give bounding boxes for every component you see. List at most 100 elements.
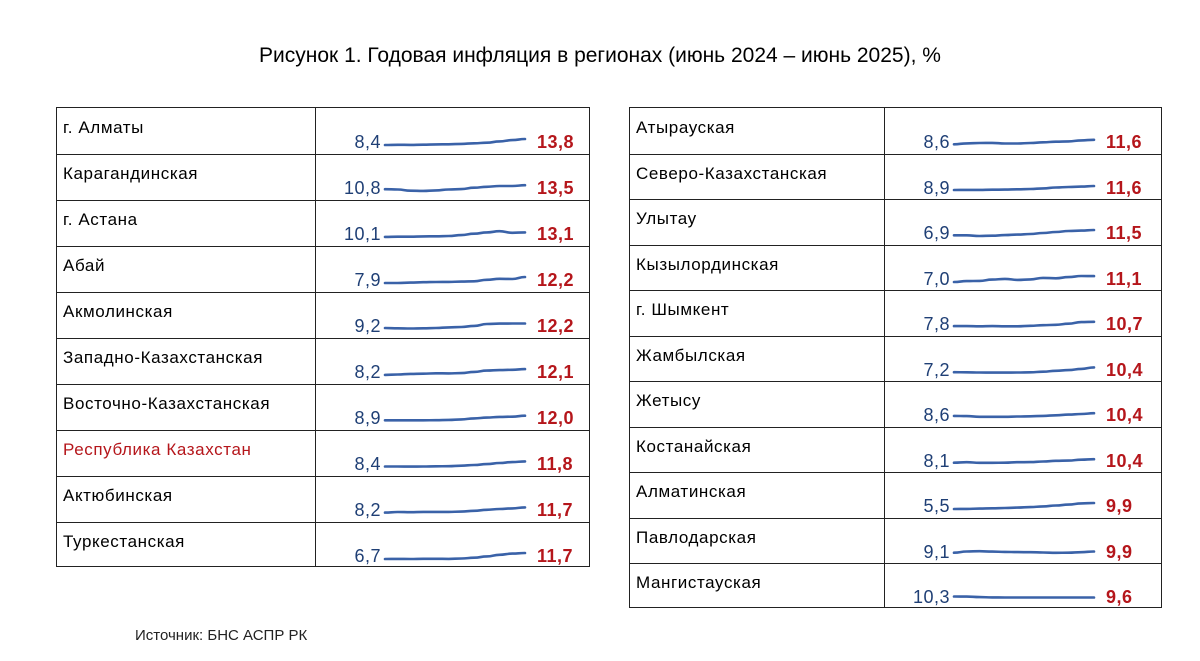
start-value: 9,1 (923, 541, 950, 562)
region-label: Павлодарская (636, 527, 757, 547)
start-value: 9,2 (354, 316, 381, 336)
source-note: Источник: БНС АСПР РК (135, 627, 308, 644)
region-label: г. Алматы (63, 118, 145, 137)
sparkline (383, 183, 527, 193)
chart-title: Рисунок 1. Годовая инфляция в регионах (… (259, 44, 941, 67)
sparkline-path (383, 506, 527, 514)
start-value: 6,7 (354, 546, 381, 566)
region-label: Кызылординская (636, 254, 779, 274)
region-label: Мангистауская (636, 573, 762, 592)
sparkline-path (952, 138, 1096, 146)
column-divider (884, 108, 885, 607)
start-value: 8,6 (923, 405, 950, 425)
sparkline-path (952, 411, 1096, 419)
column-divider (315, 108, 316, 566)
end-value: 11,7 (537, 500, 574, 520)
end-value: 11,7 (537, 546, 574, 566)
sparkline-path (383, 322, 527, 330)
sparkline (383, 275, 527, 285)
start-value: 7,2 (923, 359, 950, 380)
sparkline-path (383, 414, 527, 422)
start-value: 10,1 (343, 224, 381, 244)
sparkline-path (952, 457, 1096, 464)
row-separator (57, 430, 589, 431)
end-value: 9,9 (1106, 541, 1133, 562)
row-separator (630, 199, 1161, 200)
start-value: 8,9 (354, 408, 381, 428)
end-value: 12,2 (537, 270, 575, 290)
sparkline-path (383, 183, 527, 193)
region-label: г. Шымкент (636, 300, 730, 319)
sparkline (952, 501, 1096, 511)
end-value: 10,4 (1106, 405, 1144, 425)
sparkline-path (383, 275, 527, 285)
region-label: Актюбинская (63, 486, 173, 505)
region-label: Акмолинская (63, 302, 173, 321)
sparkline-path (952, 501, 1096, 511)
end-value: 10,4 (1106, 450, 1144, 471)
sparkline (952, 274, 1096, 283)
start-value: 8,2 (354, 500, 381, 520)
end-value: 11,6 (1106, 132, 1143, 152)
end-value: 12,1 (537, 362, 575, 382)
end-value: 11,1 (1106, 268, 1143, 289)
sparkline (383, 506, 527, 514)
row-separator (630, 426, 1161, 428)
start-value: 8,2 (354, 362, 381, 382)
start-value: 8,4 (354, 454, 381, 474)
sparkline-path (952, 595, 1096, 599)
sparkline-path (952, 365, 1096, 374)
region-label: Западно-Казахстанская (63, 348, 264, 367)
region-label: Атырауская (636, 118, 735, 137)
right-panel: Атырауская 8,6 11,6 Северо-Казахстанская 8,9… (629, 107, 1162, 608)
region-label: Костанайская (636, 436, 752, 456)
sparkline (383, 229, 527, 239)
sparkline (952, 549, 1096, 554)
sparkline-path (952, 549, 1096, 554)
sparkline-path (383, 137, 527, 147)
sparkline-path (383, 551, 527, 561)
row-separator (57, 200, 589, 201)
region-label: Республика Казахстан (63, 440, 252, 459)
sparkline (952, 138, 1096, 146)
end-value: 11,6 (1106, 177, 1143, 198)
region-label: Жамбылская (636, 345, 746, 365)
end-value: 12,2 (537, 316, 575, 336)
end-value: 10,7 (1106, 314, 1144, 334)
row-separator (57, 476, 589, 477)
sparkline-path (383, 367, 527, 377)
end-value: 11,8 (537, 454, 574, 474)
end-value: 10,4 (1106, 359, 1144, 380)
row-separator (630, 290, 1161, 291)
sparkline (952, 595, 1096, 599)
end-value: 9,6 (1106, 587, 1133, 607)
sparkline-path (952, 228, 1096, 238)
sparkline (952, 184, 1096, 191)
start-value: 7,8 (923, 314, 950, 334)
start-value: 8,4 (354, 132, 381, 152)
region-label: Абай (63, 256, 106, 275)
end-value: 13,1 (537, 224, 575, 244)
row-separator (630, 335, 1161, 337)
sparkline (383, 322, 527, 330)
row-separator (57, 246, 589, 247)
region-label: Карагандинская (63, 164, 199, 183)
end-value: 12,0 (537, 408, 575, 428)
sparkline (383, 460, 527, 468)
start-value: 6,9 (923, 223, 950, 243)
sparkline (952, 320, 1096, 328)
sparkline-path (383, 460, 527, 468)
region-label: г. Астана (63, 210, 138, 229)
sparkline (952, 228, 1096, 238)
end-value: 9,9 (1106, 496, 1133, 516)
sparkline-path (952, 320, 1096, 328)
start-value: 7,9 (354, 270, 381, 290)
end-value: 11,5 (1106, 223, 1143, 243)
row-separator (57, 292, 589, 293)
region-label: Алматинская (636, 482, 747, 501)
row-separator (630, 563, 1161, 564)
row-separator (630, 472, 1161, 473)
row-separator (630, 517, 1161, 519)
row-separator (57, 384, 589, 385)
left-panel: г. Алматы 8,4 13,8 Карагандинская 10,8 13,5 г.… (56, 107, 590, 567)
